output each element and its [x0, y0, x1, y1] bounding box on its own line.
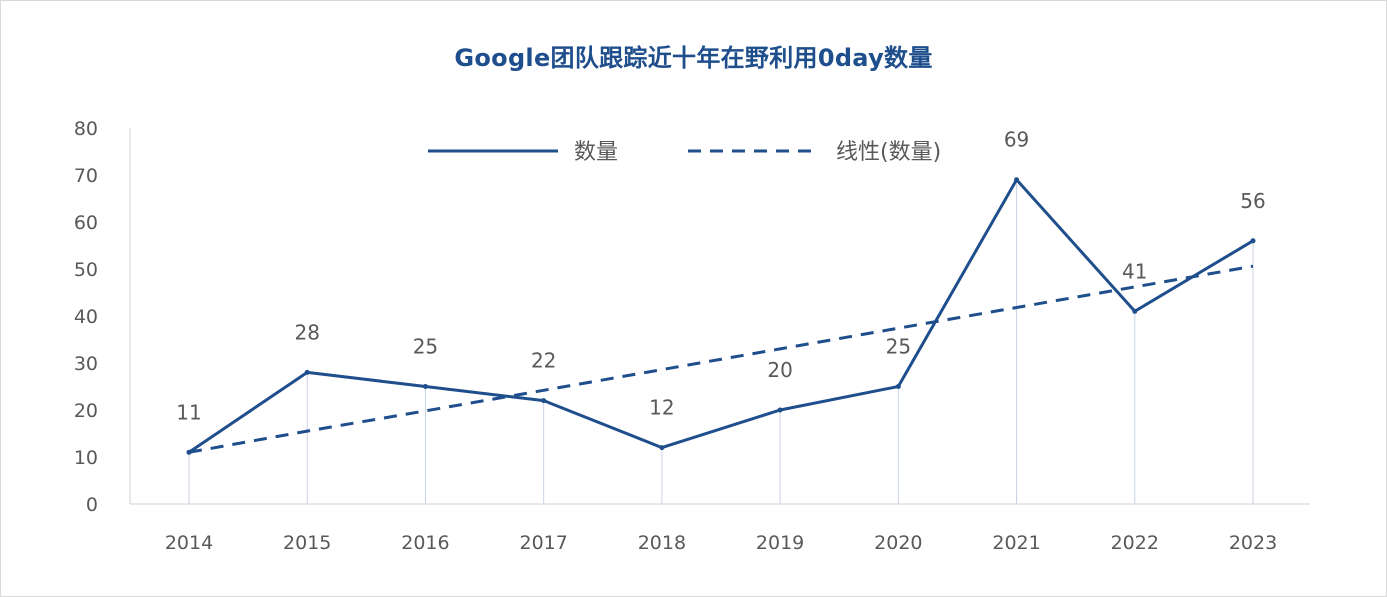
x-tick-label: 2020	[874, 532, 922, 554]
data-label: 69	[1004, 128, 1029, 152]
y-tick-label: 30	[74, 353, 98, 375]
data-labels: 11 28 25 22 12 20 25 69 41 56	[176, 128, 1265, 425]
x-tick-label: 2023	[1229, 532, 1277, 554]
y-axis-ticks: 0 10 20 30 40 50 60 70 80	[74, 118, 98, 516]
data-label: 12	[649, 396, 674, 420]
x-tick-label: 2016	[401, 532, 449, 554]
data-label: 25	[886, 335, 911, 359]
x-tick-label: 2015	[283, 532, 331, 554]
x-tick-label: 2014	[165, 532, 213, 554]
y-tick-label: 40	[74, 306, 98, 328]
data-label: 22	[531, 349, 556, 373]
legend: 数量 线性(数量)	[428, 140, 941, 165]
data-point	[1132, 308, 1138, 314]
data-point	[541, 398, 547, 404]
series-line-count	[188, 178, 1254, 454]
drop-lines	[188, 179, 1254, 504]
y-tick-label: 70	[74, 165, 98, 187]
x-axis-ticks: 2014 2015 2016 2017 2018 2019 2020 2021 2022 2023	[165, 532, 1277, 554]
x-tick-label: 2019	[756, 532, 804, 554]
data-label: 56	[1240, 189, 1265, 213]
data-label: 25	[413, 335, 438, 359]
y-tick-label: 20	[74, 400, 98, 422]
data-point	[659, 445, 665, 451]
data-label: 20	[767, 358, 792, 382]
legend-label-series: 数量	[574, 140, 618, 165]
series-group	[186, 177, 1256, 455]
data-point	[895, 384, 901, 389]
x-tick-label: 2022	[1111, 532, 1159, 554]
x-tick-label: 2017	[519, 532, 567, 554]
y-tick-label: 0	[86, 494, 98, 516]
data-point	[1250, 238, 1256, 244]
data-point	[304, 369, 310, 375]
y-tick-label: 50	[74, 259, 98, 281]
y-tick-label: 80	[74, 118, 98, 140]
data-point	[777, 407, 783, 413]
axes	[129, 128, 1310, 505]
x-tick-label: 2021	[992, 532, 1040, 554]
data-label: 11	[176, 400, 201, 424]
data-label: 41	[1122, 259, 1147, 283]
chart-title: Google团队跟踪近十年在野利用0day数量	[454, 44, 933, 72]
legend-label-trend: 线性(数量)	[836, 140, 941, 165]
y-tick-label: 60	[74, 212, 98, 234]
data-label: 28	[294, 320, 319, 344]
y-tick-label: 10	[74, 447, 98, 469]
series-line-trend	[188, 264, 1254, 454]
x-tick-label: 2018	[638, 532, 686, 554]
data-point	[1014, 177, 1020, 183]
data-point	[422, 384, 428, 389]
